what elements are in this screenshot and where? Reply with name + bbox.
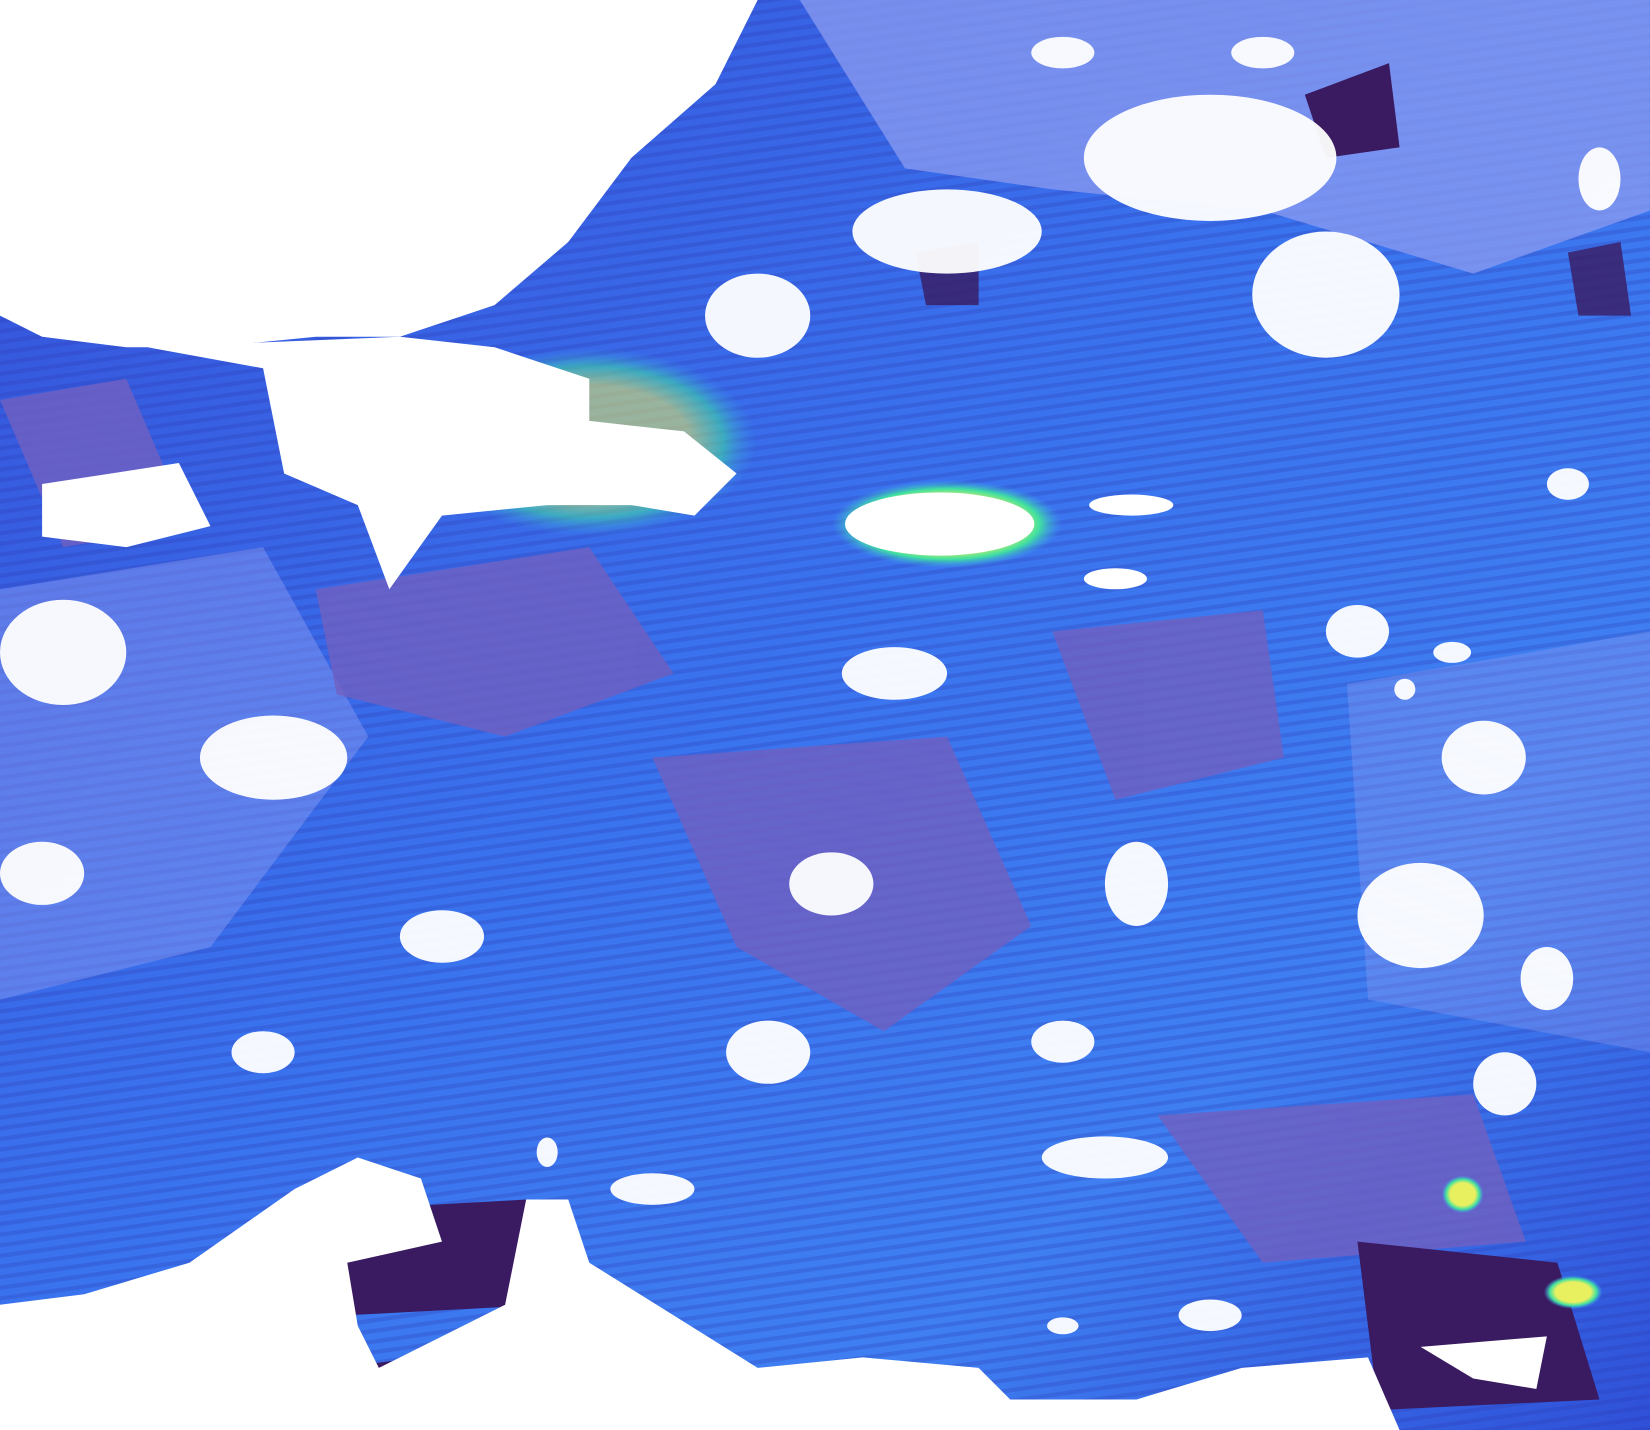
cuba-fragment [42, 462, 211, 548]
puerto-rico [844, 492, 1035, 556]
hispaniola [147, 336, 737, 590]
south-american-coast [0, 1157, 1400, 1430]
northwest-cloud-mass [0, 0, 758, 348]
scattered-clouds [0, 36, 1621, 1335]
